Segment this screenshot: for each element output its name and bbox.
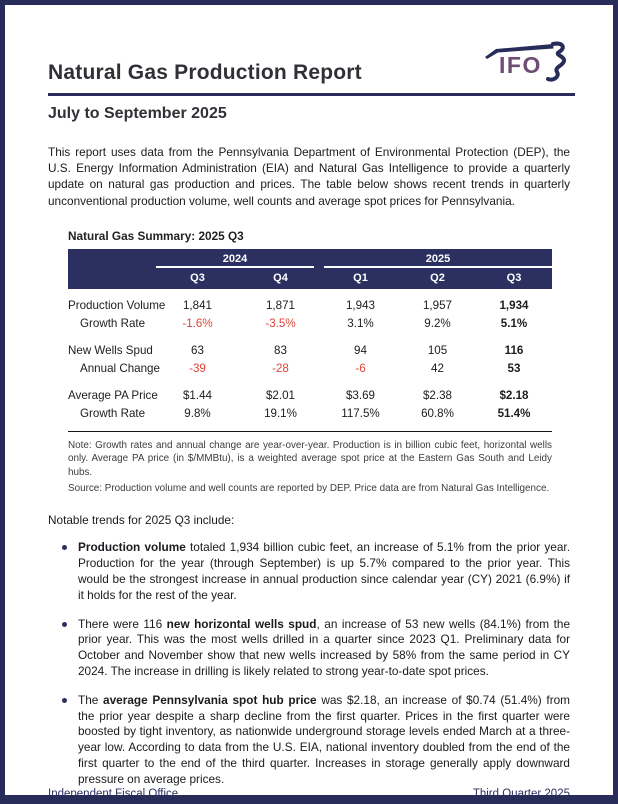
table-cell: $2.18 (499, 389, 529, 403)
table-row: Growth Rate 9.8% 19.1% 117.5% 60.8% 51.4% (68, 405, 552, 423)
table-cell: -39 (189, 362, 206, 376)
trend-text: The average Pennsylvania spot hub price … (78, 692, 571, 786)
page-footer: Independent Fiscal Office Third Quarter … (5, 787, 613, 800)
table-cell: 116 (504, 344, 524, 358)
row-label: Growth Rate (80, 407, 146, 421)
ifo-logo-text: IFO (499, 52, 542, 78)
table-cell: 9.2% (424, 317, 451, 331)
intro-paragraph: This report uses data from the Pennsylva… (48, 145, 570, 208)
table-row: Production Volume 1,841 1,871 1,943 1,957 1,9… (68, 297, 552, 315)
table-cell: 3.1% (347, 317, 374, 331)
trend-text: There were 116 new horizontal wells spud… (78, 616, 571, 679)
quarter-header-cell: Q4 (273, 272, 288, 285)
report-period: July to September 2025 (48, 105, 227, 122)
table-cell: 60.8% (421, 407, 454, 421)
trend-text: Production volume totaled 1,934 billion … (78, 540, 570, 602)
bullet-dot-icon (62, 545, 67, 551)
table-body: Production Volume 1,841 1,871 1,943 1,957 1,9… (68, 289, 552, 432)
row-label: Production Volume (68, 299, 166, 313)
table-cell: -6 (355, 362, 366, 376)
table-cell: 42 (431, 362, 444, 376)
table-note: Note: Growth rates and annual change are… (68, 439, 552, 478)
pennsylvania-outline-icon (485, 41, 566, 82)
trends-heading: Notable trends for 2025 Q3 include: (48, 513, 235, 528)
table-cell: 105 (427, 344, 448, 358)
table-row: Average PA Price $1.44 $2.01 $3.69 $2.38 $2.1… (68, 387, 552, 405)
table-title: Natural Gas Summary: 2025 Q3 (68, 228, 244, 243)
page-title: Natural Gas Production Report (48, 61, 362, 84)
table-row: New Wells Spud 63 83 94 105 116 (68, 342, 552, 360)
table-row: Growth Rate -1.6% -3.5% 3.1% 9.2% 5.1% (68, 315, 552, 333)
trends-section: Notable trends for 2025 Q3 include: Prod… (48, 513, 570, 787)
bullet-dot-icon (62, 621, 67, 627)
year-header-row: 2024 2025 (68, 249, 552, 268)
title-row: Natural Gas Production Report IFO (48, 41, 575, 85)
trend-bullet: The average Pennsylvania spot hub price … (62, 693, 570, 788)
row-label: New Wells Spud (68, 344, 153, 358)
table-cell: 63 (191, 344, 204, 358)
summary-table: 2024 2025 Q3 Q4 Q1 Q2 Q3 Production Volume 1,… (68, 248, 552, 432)
table-cell: 1,943 (345, 299, 375, 313)
table-cell: 5.1% (500, 317, 528, 331)
row-label: Average PA Price (68, 389, 158, 403)
trend-bullet: There were 116 new horizontal wells spud… (62, 617, 570, 680)
table-cell: 19.1% (264, 407, 297, 421)
table-row: Annual Change -39 -28 -6 42 53 (68, 360, 552, 378)
quarter-header-cell: Q1 (353, 272, 368, 285)
quarter-header-cell: Q3 (190, 272, 205, 285)
table-cell: 83 (274, 344, 287, 358)
bullet-dot-icon (62, 697, 67, 703)
table-cell: -3.5% (265, 317, 296, 331)
quarter-header-row: Q3 Q4 Q1 Q2 Q3 (68, 268, 552, 289)
trend-bullet: Production volume totaled 1,934 billion … (62, 540, 570, 603)
footer-org: Independent Fiscal Office (48, 787, 179, 800)
quarter-header-cell: Q2 (430, 272, 445, 285)
table-cell: $3.69 (345, 389, 375, 403)
quarter-header-cell: Q3 (506, 272, 522, 285)
table-cell: -1.6% (182, 317, 213, 331)
table-cell: 117.5% (341, 407, 380, 421)
year-group-2025: 2025 (324, 253, 552, 268)
row-label: Annual Change (80, 362, 160, 376)
row-label: Growth Rate (80, 317, 146, 331)
table-cell: 1,871 (265, 299, 295, 313)
summary-table-section: Natural Gas Summary: 2025 Q3 2024 2025 Q… (68, 229, 552, 496)
table-cell: 1,957 (422, 299, 452, 313)
table-cell: 53 (507, 362, 521, 376)
footer-period: Third Quarter 2025 (472, 787, 570, 800)
ifo-logo: IFO (483, 39, 575, 85)
table-cell: $2.38 (422, 389, 452, 403)
year-group-2024: 2024 (156, 253, 314, 268)
table-cell: 1,934 (499, 299, 529, 313)
table-cell: 9.8% (184, 407, 211, 421)
trends-list: Production volume totaled 1,934 billion … (48, 540, 570, 787)
table-cell: $1.44 (182, 389, 212, 403)
report-header: Natural Gas Production Report IFO July t… (5, 5, 613, 123)
table-cell: $2.01 (265, 389, 295, 403)
title-divider (48, 93, 575, 96)
table-source: Source: Production volume and well count… (68, 483, 550, 495)
table-cell: 94 (354, 344, 367, 358)
table-cell: -28 (272, 362, 289, 376)
table-header: 2024 2025 Q3 Q4 Q1 Q2 Q3 (68, 248, 552, 289)
table-cell: 51.4% (497, 407, 531, 421)
table-cell: 1,841 (182, 299, 212, 313)
